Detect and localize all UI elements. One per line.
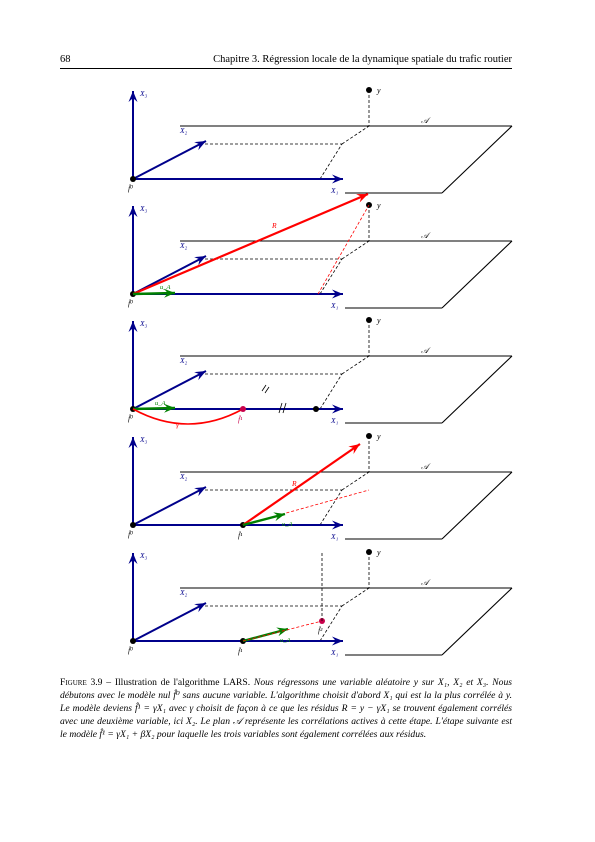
x1-guide-2: [319, 258, 343, 295]
x2-axis-5: [132, 602, 207, 642]
equal-tick-c-3: [261, 384, 267, 392]
gamma-label-3: γ: [176, 420, 180, 429]
x1-axis-5: [133, 636, 343, 646]
x1-guide-3: [319, 373, 343, 410]
caption-body: Nous régressons une variable aléatoire y…: [60, 677, 512, 741]
y-label-5: y: [376, 548, 381, 557]
f1-label-3: f̂¹: [238, 413, 243, 424]
x3-axis-5: [128, 553, 138, 641]
x1-label-4: X₁: [330, 532, 339, 541]
x3-axis-1: [128, 91, 138, 179]
origin-point-1: [130, 176, 136, 182]
plane-right-edge-2: [441, 240, 513, 309]
proj-guide-5: [341, 587, 370, 607]
y-label-4: y: [376, 432, 381, 441]
plane-label-4: 𝒜: [421, 462, 431, 471]
f0-label-1: f̂⁰: [128, 182, 133, 193]
x1-guide-5: [319, 605, 343, 642]
x1-label-1: X₁: [330, 186, 339, 195]
x1-label-2: X₁: [330, 301, 339, 310]
x2-label-5: X₂: [179, 588, 188, 597]
x3-label-3: X₃: [139, 319, 148, 328]
residual-label-2: R: [271, 221, 277, 230]
plane-right-edge-3: [441, 355, 513, 424]
x1-label-3: X₁: [330, 416, 339, 425]
plane-label-3: 𝒜: [421, 346, 431, 355]
caption-label: Figure 3.9: [60, 677, 103, 688]
plane-label-1: 𝒜: [421, 116, 431, 125]
proj-guide-3: [341, 355, 370, 375]
x2-axis-4: [132, 486, 207, 526]
proj-guide-4: [341, 471, 370, 491]
x1-mark-3: [313, 406, 319, 412]
x3-label-5: X₃: [139, 551, 148, 560]
equal-tick-a-3: [278, 402, 283, 414]
plane-right-edge-4: [441, 471, 513, 540]
residual-arrow-2: [132, 192, 369, 296]
running-title: Chapitre 3. Régression locale de la dyna…: [213, 54, 512, 65]
x2-label-3: X₂: [179, 356, 188, 365]
gamma-arc-3: [132, 408, 244, 425]
caption-lead: – Illustration de l'algorithme LARS.: [102, 677, 254, 688]
step-label-3: u_A: [155, 400, 166, 407]
x2-label-4: X₂: [179, 472, 188, 481]
plane-label-5: 𝒜: [421, 578, 431, 587]
equal-tick-d-3: [264, 386, 270, 394]
residual-guide-2: [317, 204, 370, 295]
x1-guide-1: [319, 143, 343, 180]
step-arrow-3: [132, 403, 176, 413]
y-label-2: y: [376, 201, 381, 210]
x3-label-2: X₃: [139, 204, 148, 213]
plane-right-edge-5: [441, 587, 513, 656]
proj-guide-2: [341, 240, 370, 260]
step-label-2: u_A: [160, 284, 171, 291]
x1-axis-1: [133, 174, 343, 184]
residual-arrow-4: [242, 443, 361, 526]
x2-axis-1: [132, 140, 207, 180]
x3-label-1: X₃: [139, 89, 148, 98]
x3-label-4: X₃: [139, 435, 148, 444]
f0-label-2: f̂⁰: [128, 297, 133, 308]
step-label-4: u_A: [282, 521, 293, 528]
equal-tick-b-3: [282, 402, 287, 414]
y-label-1: y: [376, 86, 381, 95]
origin-point-5: [130, 638, 136, 644]
plane-label-2: 𝒜: [421, 231, 431, 240]
residual-guide-5: [242, 620, 323, 642]
f2-label-5: f̂²: [318, 624, 323, 635]
page-number: 68: [60, 54, 71, 65]
x2-label-1: X₂: [179, 126, 188, 135]
f0-label-4: f̂⁰: [128, 528, 133, 539]
step-arrow-2: [132, 288, 176, 298]
residual-label-4: R: [291, 479, 297, 488]
x1-guide-4: [319, 489, 343, 526]
step-label-5: u_A: [280, 637, 291, 644]
x1-axis-4: [133, 520, 343, 530]
x3-axis-2: [128, 206, 138, 294]
f0-label-5: f̂⁰: [128, 644, 133, 655]
x3-axis-3: [128, 321, 138, 409]
origin-point-4: [130, 522, 136, 528]
y-label-3: y: [376, 316, 381, 325]
x2-label-2: X₂: [179, 241, 188, 250]
header-rule: [60, 68, 512, 69]
x1-label-5: X₁: [330, 648, 339, 657]
proj-guide-1: [341, 125, 370, 145]
f1-point-3: [240, 406, 246, 412]
lars-figure: 𝒜y X₃ X₂ X₁ f̂⁰ 𝒜y X₃ X₂ X₁ f̂⁰ 𝒜y X₃ X₂ X₁ f̂⁰ 𝒜y X₃ X₂ X…: [128, 86, 513, 657]
f1-label-5: f̂¹: [238, 645, 243, 656]
f0-label-3: f̂⁰: [128, 412, 133, 423]
x3-axis-4: [128, 437, 138, 525]
x2-axis-3: [132, 370, 207, 410]
step-arrow-4: [242, 512, 286, 527]
page-header: 68 Chapitre 3. Régression locale de la d…: [60, 54, 512, 68]
figure-caption: Figure 3.9 – Illustration de l'algorithm…: [60, 676, 512, 741]
f1-label-4: f̂¹: [238, 529, 243, 540]
plane-right-edge-1: [441, 125, 513, 194]
